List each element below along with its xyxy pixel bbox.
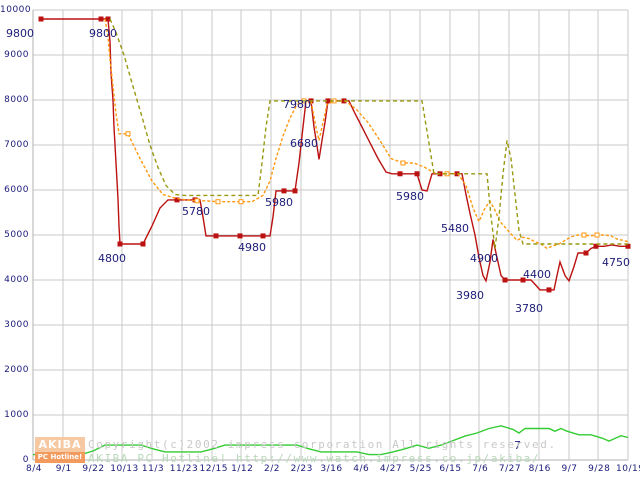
x-tick-label: 3/16 [320,464,343,474]
y-tick-label: 3000 [4,320,29,330]
y-tick-label: 1000 [4,410,29,420]
data-point-label: 5980 [396,190,424,203]
x-tick-label: 2/2 [264,464,280,474]
series-highest-price [109,18,628,249]
y-tick-label: 8000 [4,95,29,105]
data-point-label: 4750 [602,256,630,269]
y-tick-label: 7000 [4,140,29,150]
data-point-label: 4800 [98,252,126,265]
x-tick-label: 8/16 [528,464,551,474]
y-tick-label: 6000 [4,185,29,195]
y-tick-label: 9000 [4,50,29,60]
data-point-label: 9800 [89,27,117,40]
y-tick-label: 10000 [0,5,32,15]
data-point-label: 5780 [182,205,210,218]
data-point-label: 9800 [6,27,34,40]
series-lowest-price [38,16,631,293]
data-point-label: 3980 [456,289,484,302]
y-tick-label: 2000 [4,365,29,375]
data-point-label: 7 [514,439,521,452]
data-point-label: 3780 [515,302,543,315]
x-tick-label: 7/6 [472,464,489,474]
data-point-label: 5480 [441,222,469,235]
x-tick-label: 1/12 [231,464,254,474]
gridlines [32,9,629,461]
x-tick-label: 11/3 [141,464,165,474]
data-point-label: 4400 [523,268,551,281]
x-tick-label: 9/1 [55,464,72,474]
x-tick-label: 6/15 [439,464,462,474]
x-tick-label: 7/27 [498,464,522,474]
x-tick-label: 5/25 [409,464,432,474]
series-shop-count [33,425,629,456]
x-tick-label: 9/22 [82,464,105,474]
data-point-label: 6680 [290,137,318,150]
x-tick-label: 10/19 [616,464,640,474]
y-tick-label: 0 [22,455,29,465]
x-tick-label: 11/23 [169,464,199,474]
x-tick-label: 2/23 [290,464,313,474]
x-tick-label: 9/28 [588,464,611,474]
x-tick-label: 8/4 [26,464,42,474]
data-point-label: 7980 [283,98,311,111]
x-tick-label: 12/15 [199,464,228,474]
x-tick-label: 4/6 [353,464,370,474]
x-tick-label: 10/13 [110,464,139,474]
data-point-label: 5980 [265,196,293,209]
y-tick-label: 5000 [4,230,29,240]
y-tick-label: 4000 [4,275,29,285]
data-point-label: 4900 [470,252,498,265]
data-point-label: 4980 [238,241,266,254]
x-tick-label: 4/27 [379,464,403,474]
x-tick-label: 9/7 [561,464,578,474]
